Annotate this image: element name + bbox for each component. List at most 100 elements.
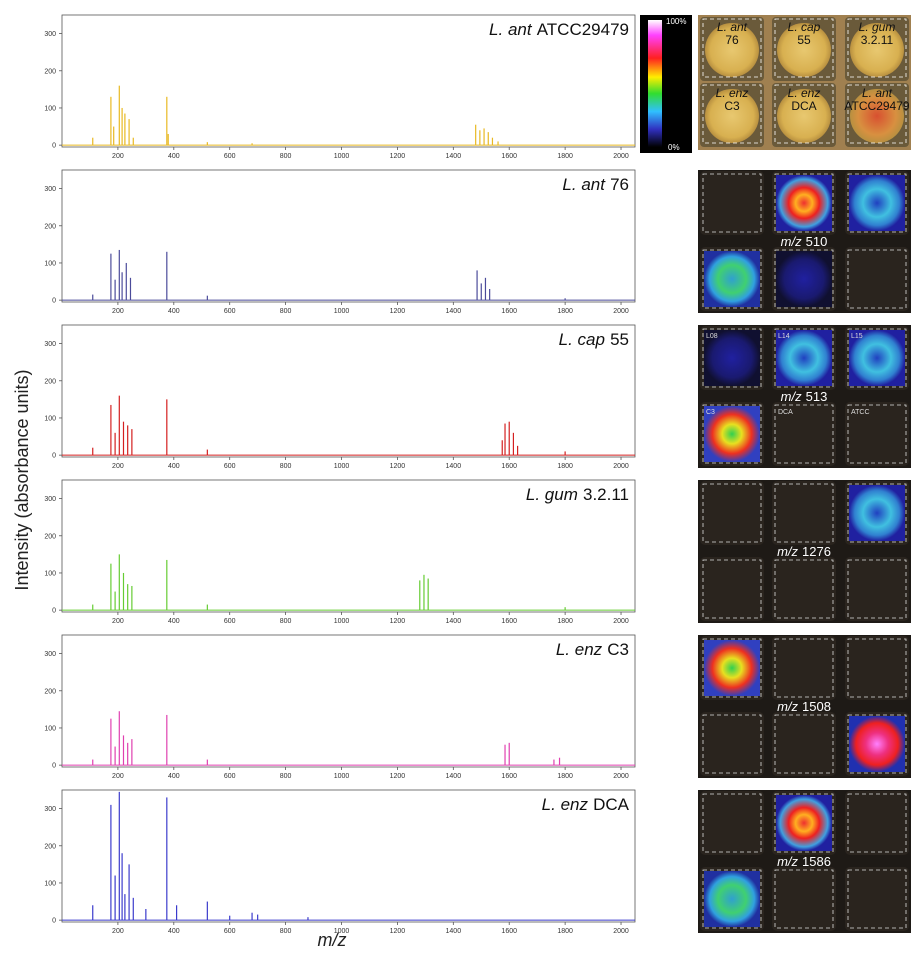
well bbox=[772, 636, 836, 700]
x-tick-label: 1000 bbox=[334, 308, 350, 315]
ion-label-prefix: m/z bbox=[777, 699, 798, 714]
x-tick-label: 600 bbox=[224, 463, 236, 470]
x-tick-label: 1800 bbox=[557, 463, 573, 470]
plot-frame bbox=[62, 170, 635, 302]
x-tick-label: 1000 bbox=[334, 463, 350, 470]
x-tick-label: 800 bbox=[280, 463, 292, 470]
photo-label-plain: 3.2.11 bbox=[861, 33, 894, 47]
x-tick-label: 2000 bbox=[613, 308, 629, 315]
x-tick-label: 1200 bbox=[390, 463, 406, 470]
well bbox=[845, 867, 909, 931]
chart-title-plain: 3.2.11 bbox=[583, 485, 629, 504]
photo-label-italic: L. gum bbox=[859, 20, 896, 34]
well bbox=[700, 712, 764, 776]
y-tick-label: 200 bbox=[44, 223, 56, 230]
x-tick-label: 1800 bbox=[557, 928, 573, 935]
x-tick-label: 1600 bbox=[501, 773, 517, 780]
ion-signal bbox=[849, 175, 905, 231]
chart-title-italic: L. ant bbox=[562, 175, 606, 194]
ion-signal bbox=[849, 485, 905, 541]
photo-label-italic: L. enz bbox=[788, 86, 821, 100]
x-tick-label: 1600 bbox=[501, 463, 517, 470]
chart-title-italic: L. gum bbox=[526, 485, 578, 504]
plot-frame bbox=[62, 325, 635, 457]
ion-signal bbox=[776, 795, 832, 851]
x-tick-label: 2000 bbox=[613, 928, 629, 935]
y-tick-label: 200 bbox=[44, 688, 56, 695]
x-tick-label: 1400 bbox=[446, 773, 462, 780]
chart-title-italic: L. cap bbox=[559, 330, 605, 349]
ion-signal bbox=[704, 640, 760, 696]
x-tick-label: 2000 bbox=[613, 773, 629, 780]
x-tick-label: 800 bbox=[280, 773, 292, 780]
ion-signal bbox=[776, 175, 832, 231]
well bbox=[845, 247, 909, 311]
well bbox=[700, 557, 764, 621]
x-tick-label: 1400 bbox=[446, 463, 462, 470]
x-tick-label: 200 bbox=[112, 308, 124, 315]
x-tick-label: 1400 bbox=[446, 308, 462, 315]
x-tick-label: 1200 bbox=[390, 618, 406, 625]
x-tick-label: 400 bbox=[168, 928, 180, 935]
x-tick-label: 200 bbox=[112, 463, 124, 470]
y-tick-label: 0 bbox=[52, 143, 56, 150]
photo-label-plain: 55 bbox=[797, 33, 811, 47]
photo-label-plain: DCA bbox=[791, 99, 816, 113]
x-tick-label: 1200 bbox=[390, 153, 406, 160]
y-tick-label: 200 bbox=[44, 68, 56, 75]
y-tick-label: 0 bbox=[52, 298, 56, 305]
ion-label-mass: 1586 bbox=[802, 854, 831, 869]
chart-title-italic: L. ant bbox=[489, 20, 533, 39]
well bbox=[845, 791, 909, 855]
chart-title: L. enzDCA bbox=[542, 795, 630, 814]
x-tick-label: 600 bbox=[224, 153, 236, 160]
y-tick-label: 100 bbox=[44, 260, 56, 267]
chart-title-plain: C3 bbox=[607, 640, 629, 659]
y-tick-label: 300 bbox=[44, 806, 56, 813]
x-tick-label: 200 bbox=[112, 618, 124, 625]
chart-title-italic: L. enz bbox=[542, 795, 589, 814]
well bbox=[700, 791, 764, 855]
photo-label-italic: L. ant bbox=[717, 20, 748, 34]
y-tick-label: 300 bbox=[44, 651, 56, 658]
y-tick-label: 100 bbox=[44, 725, 56, 732]
ion-label-mass: 1508 bbox=[802, 699, 831, 714]
photo-label-plain: ATCC29479 bbox=[844, 99, 909, 113]
ion-label-prefix: m/z bbox=[777, 544, 798, 559]
well bbox=[700, 481, 764, 545]
ion-label: m/z1276 bbox=[777, 544, 831, 559]
y-tick-label: 200 bbox=[44, 533, 56, 540]
x-tick-label: 1200 bbox=[390, 773, 406, 780]
figure: Intensity (absorbance units) m/z 0100200… bbox=[0, 0, 911, 954]
y-tick-label: 300 bbox=[44, 496, 56, 503]
y-tick-label: 100 bbox=[44, 105, 56, 112]
y-tick-label: 100 bbox=[44, 570, 56, 577]
x-tick-label: 200 bbox=[112, 928, 124, 935]
y-tick-label: 0 bbox=[52, 918, 56, 925]
well-label: L08 bbox=[706, 333, 718, 340]
x-tick-label: 800 bbox=[280, 308, 292, 315]
y-tick-label: 300 bbox=[44, 186, 56, 193]
x-tick-label: 1400 bbox=[446, 618, 462, 625]
x-tick-label: 1000 bbox=[334, 928, 350, 935]
y-tick-label: 0 bbox=[52, 763, 56, 770]
y-tick-label: 200 bbox=[44, 843, 56, 850]
well-label: L14 bbox=[778, 333, 790, 340]
ion-signal bbox=[704, 871, 760, 927]
y-tick-label: 200 bbox=[44, 378, 56, 385]
y-tick-label: 100 bbox=[44, 415, 56, 422]
chart-title: L. cap 55 bbox=[559, 330, 629, 349]
x-tick-label: 1000 bbox=[334, 773, 350, 780]
well-label: ATCC bbox=[851, 409, 870, 416]
plot-frame bbox=[62, 635, 635, 767]
chart-title-plain: 55 bbox=[610, 330, 629, 349]
x-tick-label: 1000 bbox=[334, 618, 350, 625]
photo-label-italic: L. enz bbox=[716, 86, 749, 100]
x-tick-label: 1800 bbox=[557, 773, 573, 780]
x-tick-label: 400 bbox=[168, 463, 180, 470]
x-tick-label: 400 bbox=[168, 308, 180, 315]
y-tick-label: 300 bbox=[44, 31, 56, 38]
x-tick-label: 1600 bbox=[501, 153, 517, 160]
ion-signal bbox=[776, 251, 832, 307]
